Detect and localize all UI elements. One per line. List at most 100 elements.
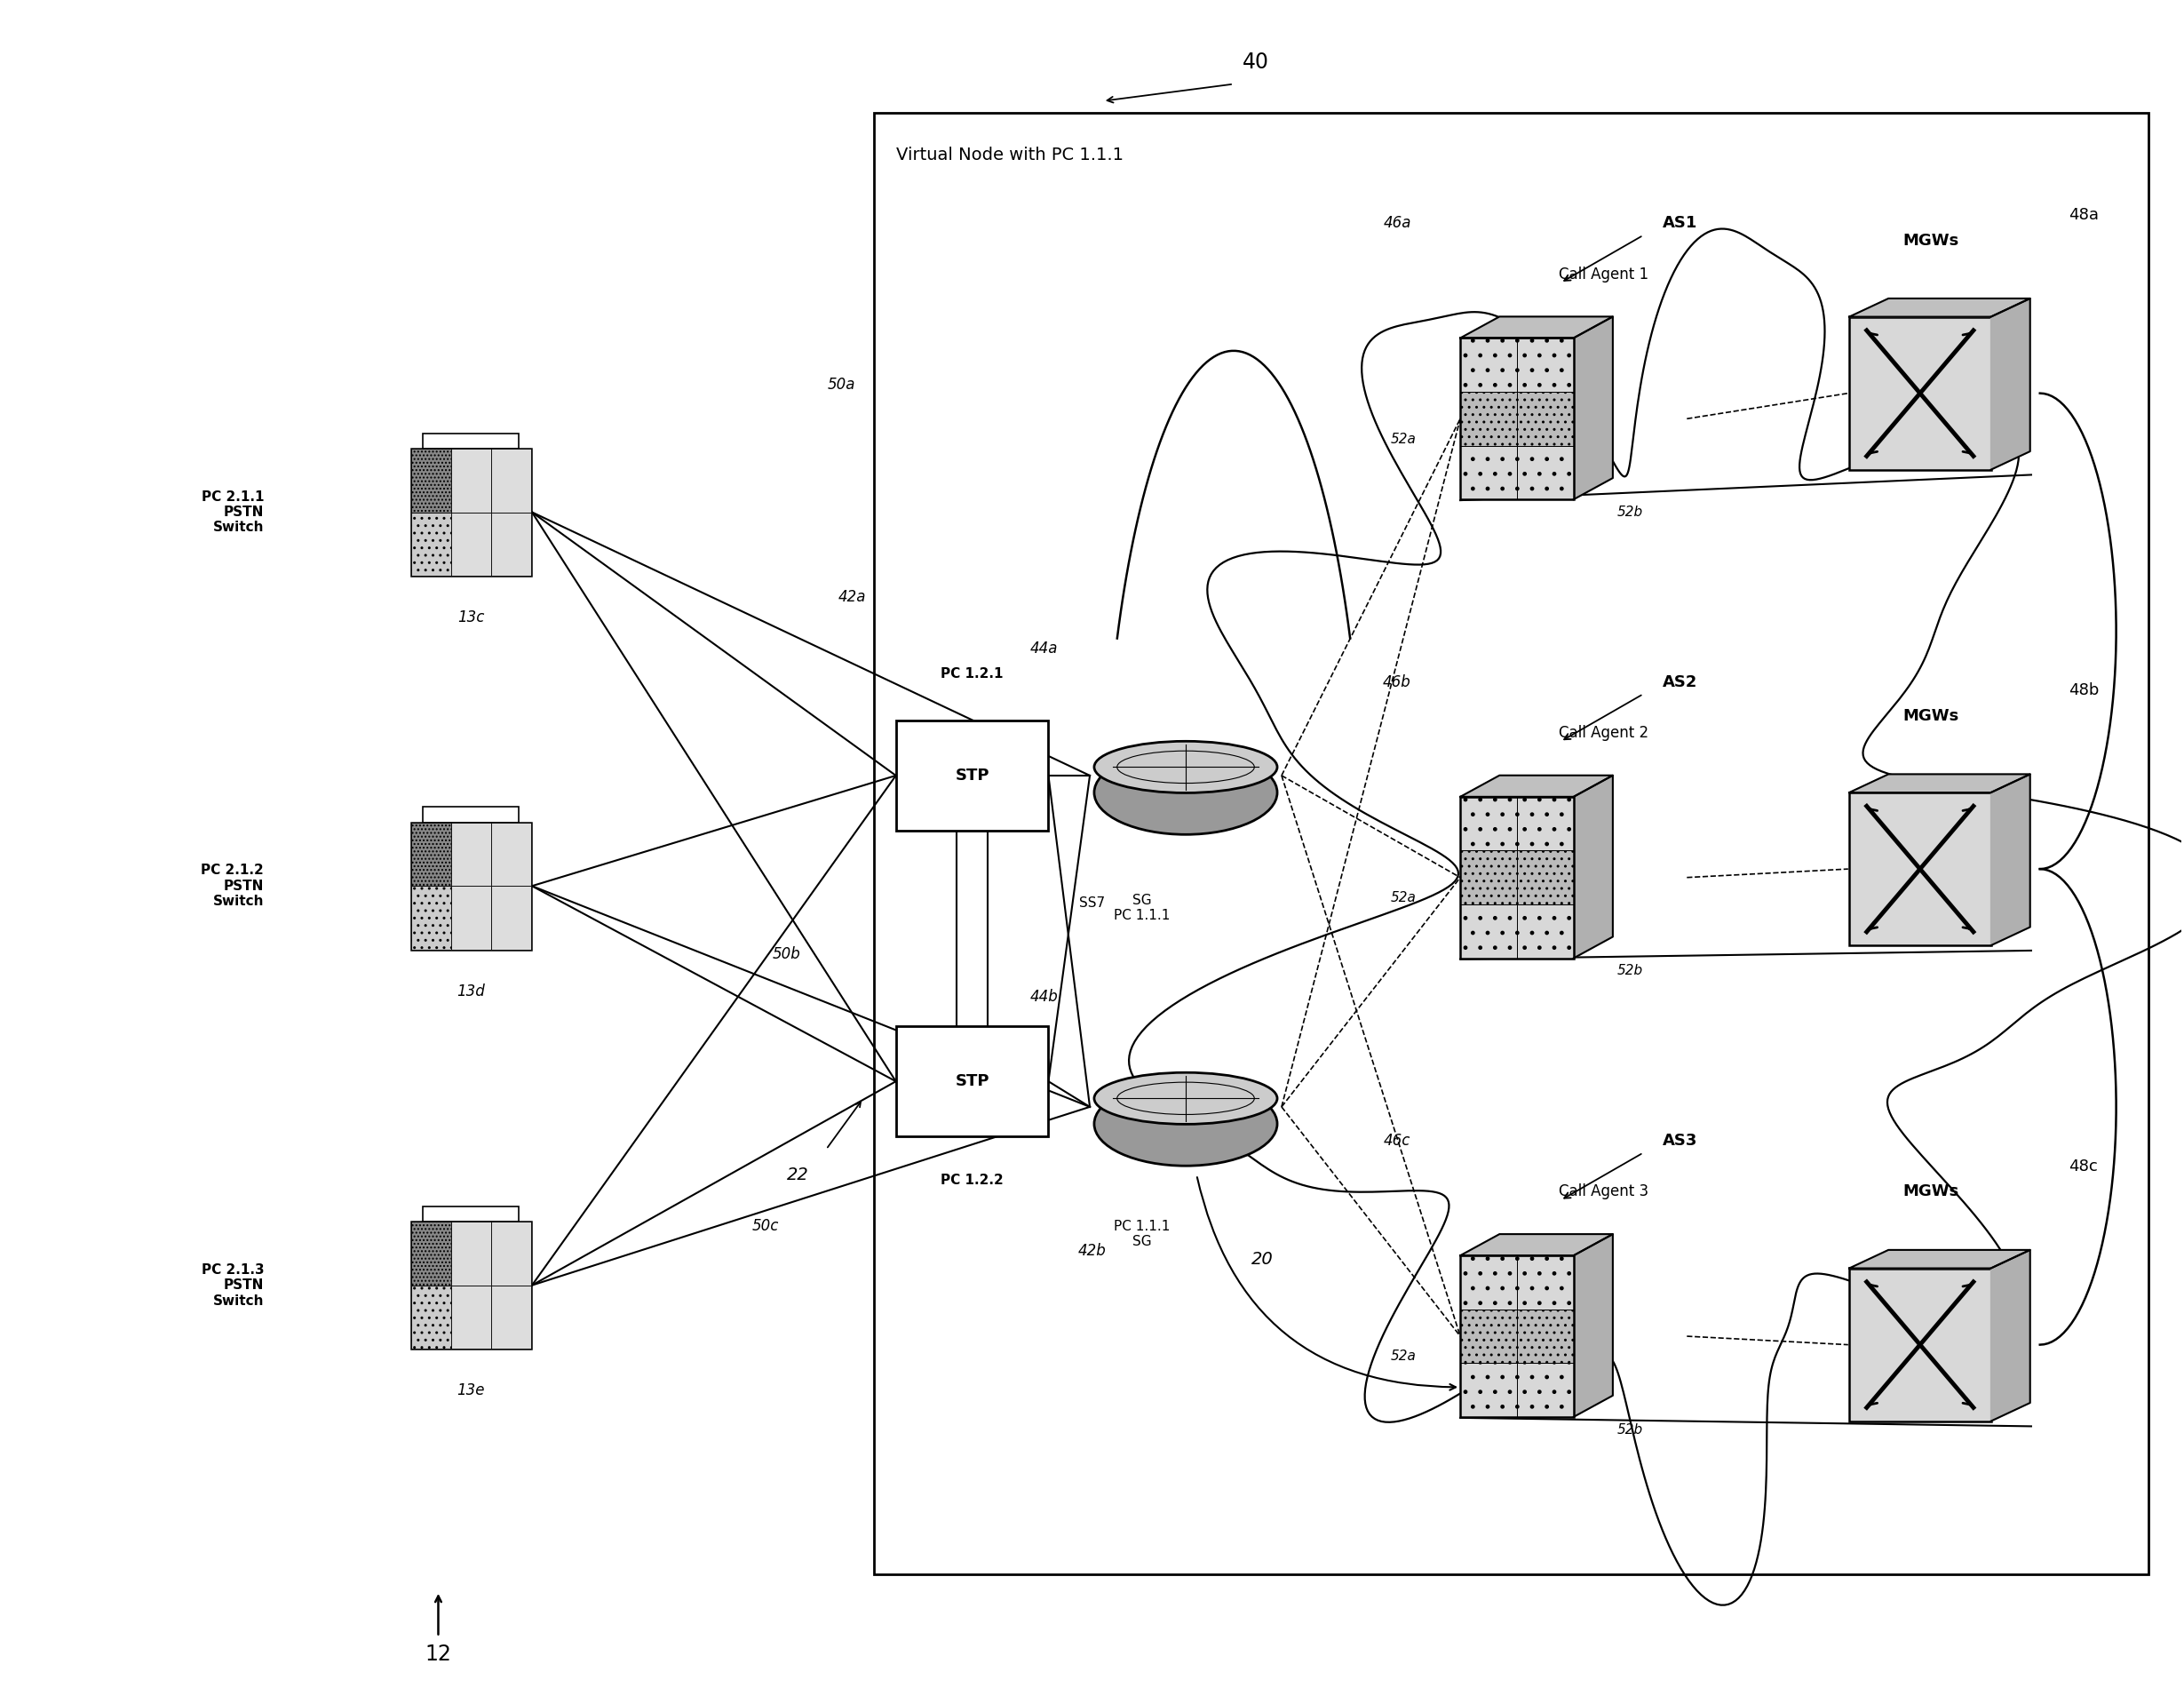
Text: Virtual Node with PC 1.1.1: Virtual Node with PC 1.1.1 [895,147,1123,164]
Bar [1850,792,1992,946]
Bar [1518,1309,1575,1363]
Text: 13c: 13c [456,610,485,625]
Bar [1518,905,1575,958]
Text: 46a: 46a [1382,215,1411,232]
Polygon shape [1850,774,2031,792]
Polygon shape [1992,774,2031,946]
Bar [1850,792,1992,946]
Text: AS1: AS1 [1662,215,1697,232]
Bar [1850,1268,1992,1421]
Text: 13e: 13e [456,1382,485,1399]
Text: 48c: 48c [2068,1159,2099,1174]
Bar [1461,797,1518,850]
Bar [1461,905,1518,958]
Text: 20: 20 [1251,1251,1273,1268]
Bar [411,823,531,949]
Bar [1518,446,1575,499]
Polygon shape [1992,298,2031,470]
Ellipse shape [1094,1072,1278,1125]
Text: MGWs: MGWs [1902,1184,1959,1200]
Ellipse shape [1094,1082,1278,1166]
Bar [1461,797,1575,958]
Text: 52b: 52b [1618,506,1642,518]
Text: Call Agent 3: Call Agent 3 [1559,1184,1649,1200]
Ellipse shape [1094,750,1278,835]
Text: 44b: 44b [1031,988,1059,1004]
Bar [424,1206,520,1222]
Bar [1461,1309,1518,1363]
Bar [1461,850,1518,905]
Bar [411,1285,450,1350]
Text: SG
PC 1.1.1: SG PC 1.1.1 [1114,893,1171,922]
Bar [1518,337,1575,392]
Polygon shape [1850,1251,2031,1268]
Bar [1850,1268,1992,1421]
Text: 44a: 44a [1031,641,1057,656]
Text: STP: STP [954,1074,989,1089]
Text: MGWs: MGWs [1902,709,1959,724]
Text: MGWs: MGWs [1902,232,1959,249]
Polygon shape [1575,775,1612,958]
Bar [1461,337,1575,499]
Bar [1461,392,1518,446]
Bar [450,1222,491,1285]
Text: 50b: 50b [773,946,802,963]
Bar [1461,1363,1518,1418]
Bar [1518,850,1575,905]
Text: STP: STP [954,767,989,784]
Bar [1518,392,1575,446]
Text: PC 1.2.2: PC 1.2.2 [941,1174,1005,1186]
Bar [1461,1256,1575,1418]
Text: Call Agent 2: Call Agent 2 [1559,726,1649,741]
Text: 48a: 48a [2068,206,2099,223]
Bar [450,823,491,886]
Polygon shape [1461,317,1612,337]
Bar [491,823,531,886]
Text: PC 2.1.3
PSTN
Switch: PC 2.1.3 PSTN Switch [201,1263,264,1307]
Bar [1850,317,1992,470]
Text: PC 1.1.1
SG: PC 1.1.1 SG [1114,1220,1171,1249]
Polygon shape [1575,317,1612,499]
Text: 52a: 52a [1391,1350,1417,1363]
Polygon shape [1850,298,2031,317]
Bar [895,1026,1048,1137]
Bar [411,448,450,513]
Bar [450,1285,491,1350]
Bar [411,886,450,949]
Polygon shape [1992,1251,2031,1421]
Text: 46b: 46b [1382,675,1411,690]
Text: SS7: SS7 [1079,896,1105,910]
Polygon shape [1575,1234,1612,1418]
Text: 48b: 48b [2068,683,2099,699]
Text: 52b: 52b [1618,1423,1642,1436]
Ellipse shape [1094,741,1278,792]
Text: 50c: 50c [751,1218,780,1234]
Bar [411,1222,531,1350]
Text: 52a: 52a [1391,433,1417,446]
Bar [450,513,491,576]
Text: 52b: 52b [1618,964,1642,978]
Text: 22: 22 [786,1166,808,1183]
Text: 50a: 50a [828,377,856,392]
Bar [1461,446,1518,499]
Bar [491,513,531,576]
Text: 42a: 42a [839,590,867,605]
Text: 42b: 42b [1079,1244,1105,1259]
Text: 40: 40 [1243,51,1269,73]
Polygon shape [1461,1234,1612,1256]
Bar [450,886,491,949]
Text: PC 2.1.2
PSTN
Switch: PC 2.1.2 PSTN Switch [201,864,264,908]
Bar [1518,1256,1575,1309]
Bar [411,513,450,576]
Text: PC 2.1.1
PSTN
Switch: PC 2.1.1 PSTN Switch [201,491,264,535]
Text: 13d: 13d [456,983,485,999]
Text: 46c: 46c [1385,1133,1411,1148]
Bar [491,1285,531,1350]
Text: AS2: AS2 [1662,675,1697,690]
Bar [1461,1256,1518,1309]
Text: PC 1.2.1: PC 1.2.1 [941,666,1002,680]
Text: 12: 12 [426,1643,452,1665]
Bar [491,1222,531,1285]
Bar [411,823,450,886]
Text: Call Agent 1: Call Agent 1 [1559,266,1649,283]
